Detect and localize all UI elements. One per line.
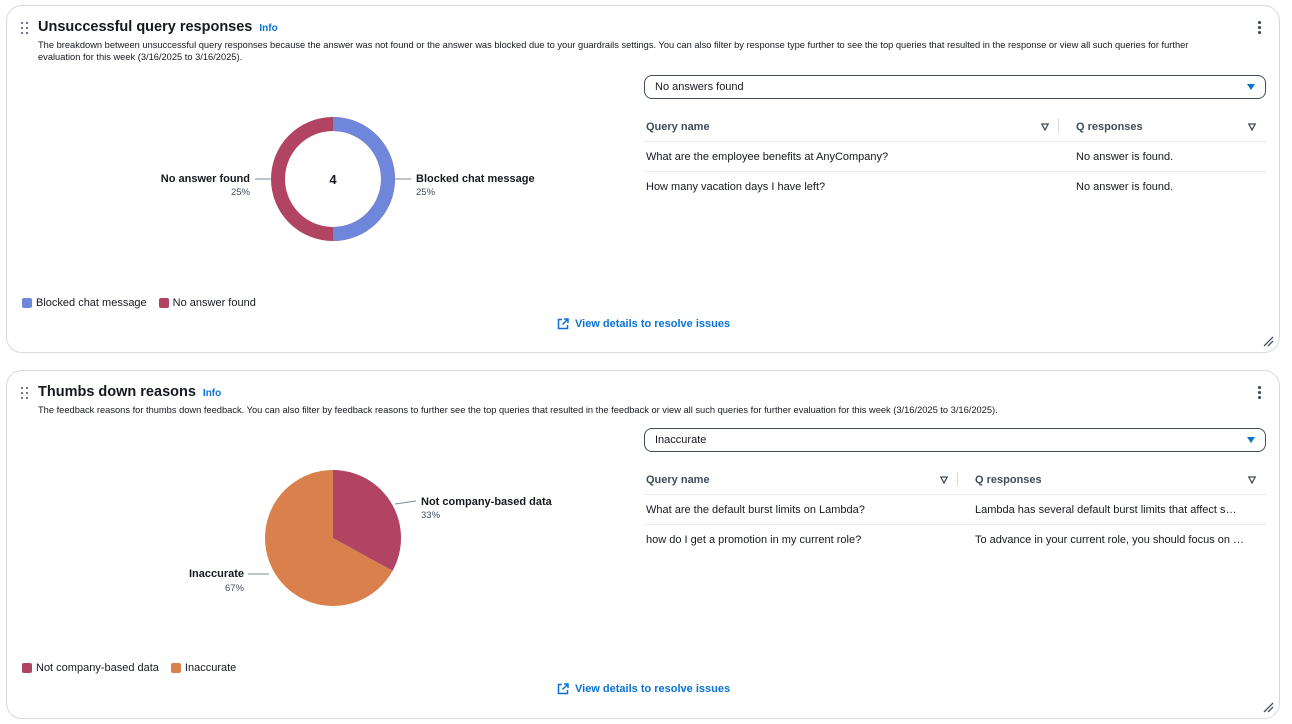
label-inaccurate: Inaccurate bbox=[189, 568, 244, 580]
info-link[interactable]: Info bbox=[202, 388, 222, 399]
table-row[interactable]: how do I get a promotion in my current r… bbox=[644, 525, 1266, 555]
table-row[interactable]: What are the employee benefits at AnyCom… bbox=[644, 142, 1266, 172]
sort-icon[interactable] bbox=[1248, 122, 1256, 131]
feedback-reason-select[interactable]: Inaccurate bbox=[644, 428, 1266, 452]
sort-icon[interactable] bbox=[940, 475, 948, 484]
label-blocked-chat-message: Blocked chat message bbox=[416, 173, 535, 185]
query-name-cell: What are the employee benefits at AnyCom… bbox=[646, 150, 889, 163]
view-details-label: View details to resolve issues bbox=[575, 318, 731, 330]
legend-item-not-company-based-data[interactable]: Not company-based data bbox=[22, 662, 159, 674]
response-type-select[interactable]: No answers found bbox=[644, 75, 1266, 99]
legend-item-blocked-chat-message[interactable]: Blocked chat message bbox=[22, 297, 147, 309]
view-details-link[interactable]: View details to resolve issues bbox=[557, 683, 730, 695]
legend-label: Not company-based data bbox=[36, 662, 159, 674]
donut-slice-blocked-chat-message[interactable] bbox=[332, 117, 395, 241]
more-actions-icon[interactable] bbox=[1254, 385, 1264, 399]
info-link[interactable]: Info bbox=[259, 23, 278, 34]
q-response-cell: No answer is found. bbox=[1076, 150, 1174, 163]
legend-item-no-answer-found[interactable]: No answer found bbox=[158, 297, 256, 309]
query-name-cell: How many vacation days I have left? bbox=[646, 181, 826, 193]
sort-icon[interactable] bbox=[1248, 475, 1256, 484]
resize-handle-icon[interactable] bbox=[1261, 700, 1275, 714]
view-details-label: View details to resolve issues bbox=[575, 683, 731, 695]
table-header: Query name Q responses bbox=[644, 465, 1266, 495]
label-not-company-based-data: Not company-based data bbox=[421, 496, 553, 508]
leader-line-not-company bbox=[394, 500, 417, 505]
pie-chart: Not company-based data 33% Inaccurate 67… bbox=[189, 470, 553, 606]
external-link-icon bbox=[557, 683, 569, 695]
query-table: Query name Q responses What are the defa… bbox=[644, 465, 1266, 555]
caret-down-icon bbox=[1247, 84, 1255, 90]
caret-down-icon bbox=[1247, 437, 1255, 443]
thumbs-down-reasons-panel: Thumbs down reasons Info The feedback re… bbox=[6, 370, 1280, 719]
select-value: No answers found bbox=[655, 81, 744, 93]
q-response-cell: Lambda has several default burst limits … bbox=[975, 503, 1237, 516]
unsuccessful-query-responses-panel: Unsuccessful query responses Info The br… bbox=[6, 5, 1280, 353]
column-header-q-responses[interactable]: Q responses bbox=[1059, 121, 1266, 133]
label-no-answer-found: No answer found bbox=[161, 173, 250, 185]
select-value: Inaccurate bbox=[655, 434, 707, 446]
legend-label: No answer found bbox=[172, 297, 256, 309]
view-details-link[interactable]: View details to resolve issues bbox=[557, 318, 730, 330]
panel-description: The breakdown between unsuccessful query… bbox=[38, 40, 1189, 62]
chart-legend: Not company-based data Inaccurate bbox=[22, 662, 236, 674]
legend-label: Inaccurate bbox=[184, 662, 237, 674]
q-response-cell: To advance in your current role, you sho… bbox=[975, 534, 1245, 546]
table-row[interactable]: How many vacation days I have left? No a… bbox=[644, 172, 1266, 202]
query-table: Query name Q responses What are the empl… bbox=[644, 112, 1266, 202]
legend-swatch bbox=[158, 298, 169, 308]
table-header: Query name Q responses bbox=[644, 112, 1266, 142]
column-divider[interactable] bbox=[957, 471, 958, 486]
legend-swatch bbox=[170, 663, 181, 673]
panel-description: The feedback reasons for thumbs down fee… bbox=[38, 405, 998, 415]
label-no-answer-found-pct: 25% bbox=[231, 187, 251, 198]
pie-slice-inaccurate[interactable] bbox=[265, 470, 393, 606]
more-actions-icon[interactable] bbox=[1254, 20, 1264, 34]
legend-label: Blocked chat message bbox=[36, 297, 147, 309]
label-blocked-chat-message-pct: 25% bbox=[416, 187, 436, 198]
sort-icon[interactable] bbox=[1041, 122, 1049, 131]
column-divider[interactable] bbox=[1058, 118, 1059, 133]
column-header-q-responses[interactable]: Q responses bbox=[958, 474, 1266, 486]
pie-slice-not-company-based-data[interactable] bbox=[333, 470, 401, 571]
panel-title: Thumbs down reasons bbox=[38, 384, 196, 400]
table-row[interactable]: What are the default burst limits on Lam… bbox=[644, 495, 1266, 525]
panel-title: Unsuccessful query responses bbox=[38, 19, 253, 35]
drag-handle-icon[interactable] bbox=[21, 387, 29, 399]
label-inaccurate-pct: 67% bbox=[225, 583, 245, 594]
column-header-query-name[interactable]: Query name bbox=[644, 118, 1059, 133]
resize-handle-icon[interactable] bbox=[1261, 334, 1275, 348]
legend-item-inaccurate[interactable]: Inaccurate bbox=[170, 662, 237, 674]
chart-legend: Blocked chat message No answer found bbox=[22, 297, 256, 309]
legend-swatch bbox=[22, 298, 32, 308]
query-name-cell: how do I get a promotion in my current r… bbox=[646, 534, 862, 546]
label-not-company-based-data-pct: 33% bbox=[421, 510, 441, 521]
external-link-icon bbox=[557, 318, 569, 330]
q-response-cell: No answer is found. bbox=[1076, 181, 1174, 193]
donut-chart: 4 Blocked chat message 25% No answer fou… bbox=[161, 117, 535, 241]
legend-swatch bbox=[22, 663, 32, 673]
query-name-cell: What are the default burst limits on Lam… bbox=[646, 503, 865, 516]
donut-center-value: 4 bbox=[329, 172, 337, 187]
drag-handle-icon[interactable] bbox=[21, 22, 29, 34]
column-header-query-name[interactable]: Query name bbox=[644, 471, 958, 486]
